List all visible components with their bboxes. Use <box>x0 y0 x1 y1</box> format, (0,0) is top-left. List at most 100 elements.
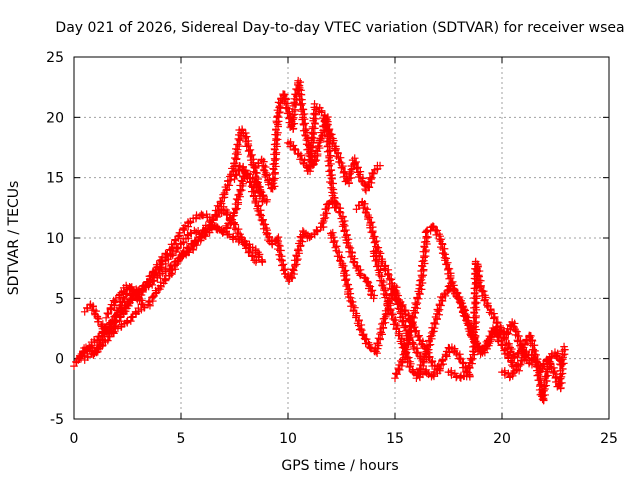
data-point-marker <box>275 102 284 110</box>
data-point-marker <box>79 347 87 355</box>
data-point-marker <box>249 183 257 192</box>
data-point-marker <box>123 300 132 309</box>
y-tick-label: 20 <box>46 110 64 126</box>
data-point-marker <box>248 252 256 261</box>
data-point-marker <box>376 161 384 170</box>
data-point-marker <box>355 201 363 210</box>
data-point-marker <box>468 359 476 368</box>
data-point-marker <box>277 246 285 255</box>
data-point-marker <box>390 316 399 324</box>
y-tick-label: 15 <box>46 171 64 187</box>
data-point-marker <box>278 261 286 270</box>
data-point-marker <box>330 238 338 246</box>
data-point-marker <box>513 327 521 336</box>
data-point-marker <box>409 368 417 376</box>
data-point-marker <box>233 140 242 149</box>
data-point-marker <box>312 115 320 123</box>
data-point-marker <box>518 356 526 365</box>
data-point-marker <box>383 270 392 279</box>
data-point-marker <box>83 304 92 312</box>
data-point-marker <box>244 248 253 257</box>
series-sat-k <box>369 247 474 382</box>
data-point-marker <box>546 359 555 368</box>
data-point-marker <box>229 209 238 218</box>
data-point-marker <box>323 147 332 156</box>
data-point-marker <box>349 258 357 266</box>
data-point-marker <box>199 211 207 220</box>
data-point-marker <box>387 275 396 284</box>
data-point-marker <box>307 148 316 156</box>
data-point-marker <box>385 296 393 305</box>
data-point-marker <box>158 253 166 261</box>
data-point-marker <box>258 192 267 200</box>
data-point-marker <box>230 175 239 183</box>
data-point-marker <box>336 153 345 162</box>
data-point-marker <box>388 310 397 318</box>
data-point-marker <box>297 101 305 109</box>
data-point-marker <box>234 191 243 199</box>
data-point-marker <box>478 345 486 354</box>
x-tick-label: 5 <box>177 431 186 447</box>
data-point-marker <box>115 313 124 322</box>
data-point-marker <box>331 204 339 212</box>
data-point-marker <box>270 154 279 163</box>
data-point-marker <box>172 239 180 248</box>
data-point-marker <box>555 380 563 389</box>
data-point-marker <box>397 302 406 310</box>
y-axis-label: SDTVAR / TECUs <box>6 181 22 296</box>
data-point-marker <box>533 371 542 380</box>
data-point-marker <box>325 167 333 176</box>
data-point-marker <box>166 262 175 270</box>
data-point-marker <box>313 142 322 151</box>
data-point-marker <box>162 267 170 276</box>
x-tick-label: 15 <box>386 431 404 447</box>
data-point-marker <box>470 318 479 326</box>
data-point-marker <box>352 164 361 173</box>
data-point-marker <box>426 340 435 349</box>
series-sat-f <box>230 162 378 303</box>
data-point-marker <box>367 290 375 299</box>
data-point-marker <box>217 225 226 234</box>
data-point-marker <box>429 327 437 336</box>
data-point-marker <box>289 266 298 275</box>
data-point-marker <box>413 293 421 302</box>
data-point-marker <box>168 244 177 253</box>
data-point-marker <box>352 158 361 166</box>
data-point-marker <box>138 300 147 309</box>
data-point-marker <box>119 294 128 303</box>
data-point-marker <box>492 323 501 332</box>
data-point-marker <box>117 322 126 331</box>
data-point-marker <box>122 281 130 290</box>
data-point-marker <box>306 167 314 176</box>
data-point-marker <box>359 331 367 340</box>
data-point-marker <box>238 125 246 134</box>
x-axis-label: GPS time / hours <box>281 458 398 474</box>
data-point-marker <box>387 311 396 319</box>
data-point-marker <box>144 298 153 306</box>
data-point-marker <box>230 209 239 217</box>
data-point-marker <box>285 277 293 285</box>
data-point-marker <box>392 295 400 304</box>
data-point-marker <box>471 331 480 340</box>
data-point-marker <box>442 260 450 269</box>
data-point-marker <box>242 241 250 250</box>
data-point-marker <box>558 365 567 373</box>
data-point-marker <box>216 198 225 206</box>
data-point-marker <box>289 125 297 133</box>
data-point-marker <box>175 229 184 237</box>
data-point-marker <box>561 345 569 354</box>
data-point-marker <box>419 265 428 274</box>
data-point-marker <box>504 353 512 362</box>
data-point-marker <box>376 265 385 274</box>
data-point-marker <box>432 231 441 239</box>
data-point-marker <box>547 352 555 361</box>
data-point-marker <box>84 353 92 362</box>
data-point-marker <box>244 147 253 155</box>
series-sat-d <box>102 221 267 322</box>
data-point-marker <box>262 198 271 206</box>
tick-layer: 0 5 10 15 20 25 -5 0 5 10 15 20 25 <box>46 50 618 447</box>
data-point-marker <box>231 170 240 179</box>
data-point-marker <box>272 135 280 143</box>
data-point-marker <box>367 344 375 353</box>
data-point-marker <box>337 163 346 172</box>
